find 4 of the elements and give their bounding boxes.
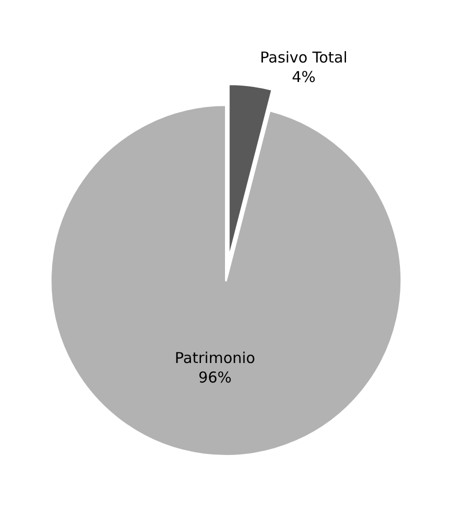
slice-label: Patrimonio xyxy=(174,348,256,367)
data-label: 96% xyxy=(198,368,232,386)
slice-label: Pasivo Total xyxy=(260,48,348,66)
data-label: 4% xyxy=(292,68,316,86)
